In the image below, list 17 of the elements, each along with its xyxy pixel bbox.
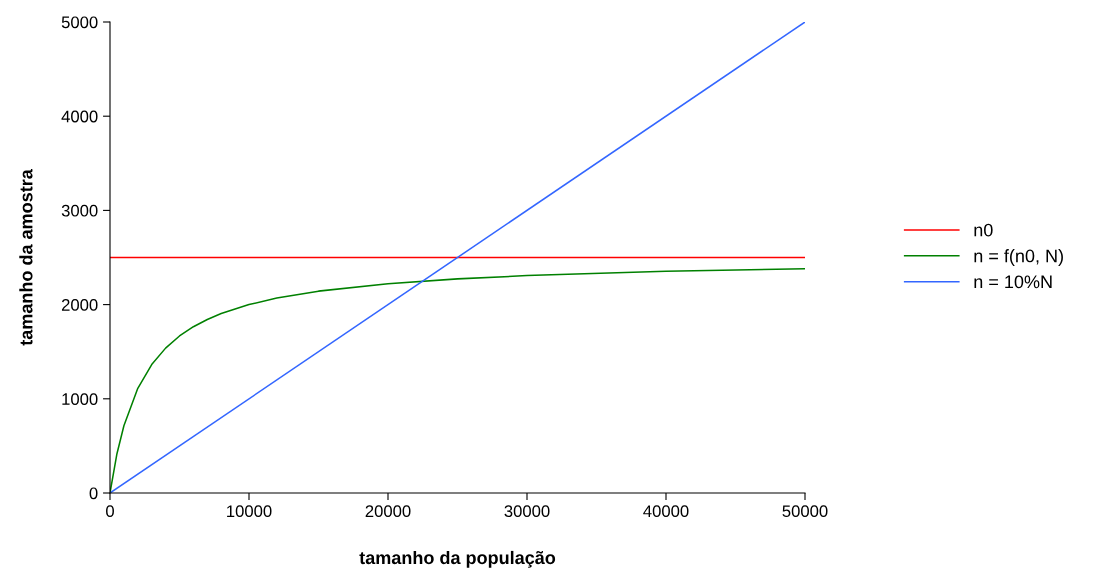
y-tick-label: 1000 <box>62 393 98 405</box>
x-axis-title: tamanho da população <box>359 550 556 568</box>
y-tick-label: 0 <box>89 487 98 500</box>
legend-label: n = f(n0, N) <box>974 249 1063 266</box>
x-tick-label: 30000 <box>504 505 550 518</box>
y-tick-label: 3000 <box>61 204 98 217</box>
x-tick-label: 50000 <box>782 505 828 518</box>
x-tick-label: 10000 <box>227 505 272 518</box>
y-tick-label: 4000 <box>61 110 98 123</box>
y-tick-label: 2000 <box>61 299 98 311</box>
x-tick-label: 20000 <box>365 505 411 518</box>
x-tick-label: 40000 <box>643 505 689 518</box>
y-axis-title: tamanho da amostra <box>19 169 33 346</box>
y-tick-label: 5000 <box>61 16 98 29</box>
x-tick-label: 0 <box>106 505 114 518</box>
legend-label: n0 <box>974 223 993 237</box>
legend-label: n = 10%N <box>974 275 1052 289</box>
